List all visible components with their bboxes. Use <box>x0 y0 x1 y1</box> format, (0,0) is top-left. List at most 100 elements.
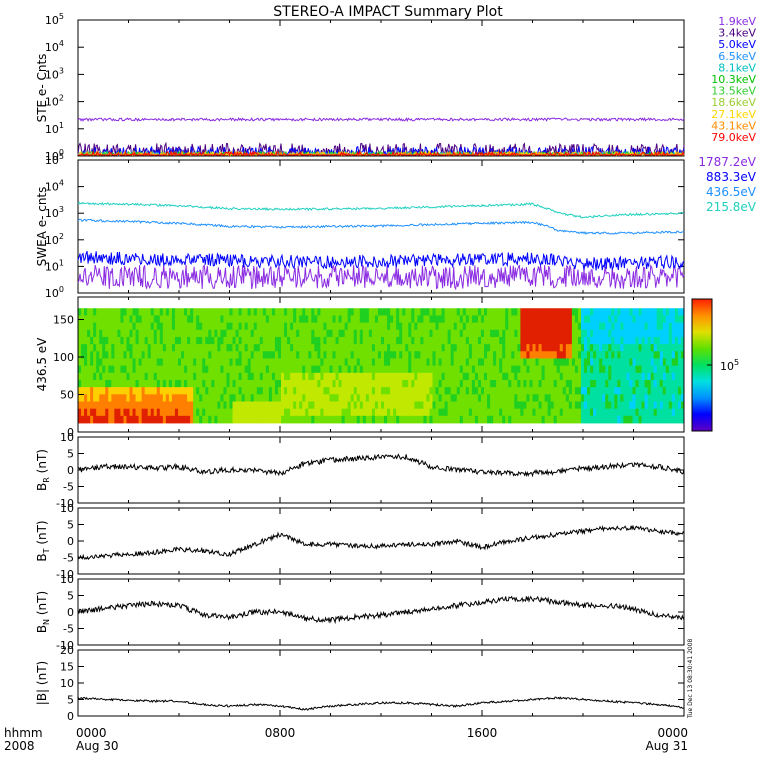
pad-heatmap-cell <box>532 329 536 338</box>
pad-heatmap-cell <box>365 344 370 352</box>
pad-heatmap-cell <box>144 415 149 424</box>
pad-heatmap-cell <box>505 408 509 417</box>
pad-heatmap-cell <box>377 387 382 395</box>
pad-heatmap-cell <box>374 401 379 410</box>
pad-heatmap-cell <box>259 329 264 338</box>
pad-heatmap-cell <box>665 408 670 417</box>
pad-heatmap-cell <box>577 322 582 331</box>
pad-heatmap-cell <box>274 336 279 345</box>
pad-heatmap-cell <box>187 372 191 381</box>
pad-heatmap-cell <box>299 358 303 367</box>
bt-line <box>77 525 685 560</box>
pad-heatmap-cell <box>544 394 549 402</box>
pad-heatmap-cell <box>441 372 446 381</box>
bn-ytick-label: 10 <box>60 573 74 586</box>
pad-heatmap-cell <box>423 379 427 388</box>
pad-heatmap-cell <box>632 415 636 424</box>
pad-heatmap-cell <box>102 351 106 359</box>
pad-heatmap-cell <box>356 394 361 402</box>
pad-heatmap-cell <box>474 336 479 345</box>
pad-heatmap-cell <box>584 351 588 359</box>
pad-heatmap-cell <box>574 351 579 359</box>
pad-heatmap-cell <box>635 415 639 424</box>
pad-heatmap-cell <box>162 344 167 352</box>
pad-heatmap-cell <box>593 358 597 367</box>
pad-heatmap-cell <box>374 372 379 381</box>
pad-heatmap-cell <box>396 365 400 374</box>
pad-heatmap-cell <box>141 372 146 381</box>
pad-heatmap-cell <box>493 344 497 352</box>
pad-heatmap-cell <box>302 415 306 424</box>
pad-heatmap-cell <box>550 322 555 331</box>
pad-heatmap-cell <box>105 401 109 410</box>
pad-heatmap-cell <box>623 408 627 417</box>
pad-heatmap-cell <box>641 322 646 331</box>
pad-heatmap-cell <box>341 372 346 381</box>
pad-heatmap-cell <box>565 415 570 424</box>
pad-heatmap-cell <box>353 351 358 359</box>
pad-heatmap-cell <box>423 365 427 374</box>
pad-heatmap-cell <box>577 408 582 417</box>
pad-heatmap-cell <box>496 344 500 352</box>
pad-heatmap-cell <box>232 308 236 316</box>
pad-heatmap-cell <box>571 322 576 331</box>
pad-heatmap-cell <box>396 394 400 402</box>
pad-heatmap-cell <box>305 336 309 345</box>
pad-heatmap-cell <box>329 329 333 338</box>
pad-heatmap-cell <box>562 358 567 367</box>
pad-heatmap-cell <box>159 408 164 417</box>
pad-heatmap-cell <box>465 379 470 388</box>
pad-heatmap-cell <box>284 329 288 338</box>
pad-heatmap-cell <box>353 329 358 338</box>
pad-heatmap-cell <box>462 351 467 359</box>
pad-heatmap-cell <box>629 315 633 323</box>
pad-heatmap-cell <box>147 315 152 323</box>
pad-heatmap-cell <box>438 322 442 331</box>
pad-heatmap-cell <box>635 365 639 374</box>
pad-heatmap-cell <box>490 351 494 359</box>
pad-heatmap-cell <box>559 408 564 417</box>
pad-heatmap-cell <box>559 372 564 381</box>
pad-heatmap-cell <box>338 372 343 381</box>
pad-heatmap-cell <box>502 408 506 417</box>
pad-heatmap-cell <box>520 387 524 395</box>
pad-heatmap-cell <box>153 344 158 352</box>
pad-heatmap-cell <box>332 351 336 359</box>
pad-heatmap-cell <box>320 415 324 424</box>
pad-heatmap-cell <box>408 358 412 367</box>
pad-heatmap-cell <box>120 322 124 331</box>
pad-heatmap-cell <box>308 344 312 352</box>
pad-heatmap-cell <box>505 394 509 402</box>
pad-heatmap-cell <box>611 308 615 316</box>
pad-heatmap-cell <box>368 351 373 359</box>
pad-heatmap-cell <box>120 408 124 417</box>
pad-heatmap-cell <box>271 415 276 424</box>
pad-heatmap-cell <box>532 336 536 345</box>
pad-heatmap-cell <box>420 351 424 359</box>
pad-heatmap-cell <box>559 351 564 359</box>
pad-heatmap-cell <box>644 372 649 381</box>
pad-heatmap-cell <box>384 351 388 359</box>
pad-heatmap-cell <box>471 351 476 359</box>
pad-heatmap-cell <box>90 415 94 424</box>
bmag-ytick-label: 15 <box>60 661 74 674</box>
pad-heatmap-cell <box>614 387 618 395</box>
bmag-line <box>77 696 685 711</box>
pad-heatmap-cell <box>571 315 576 323</box>
pad-heatmap-cell <box>274 387 279 395</box>
pad-heatmap-cell <box>402 336 406 345</box>
pad-heatmap-cell <box>338 365 343 374</box>
pad-heatmap-cell <box>608 315 612 323</box>
pad-heatmap-cell <box>238 329 243 338</box>
pad-heatmap-cell <box>153 322 158 331</box>
pad-heatmap-cell <box>259 394 264 402</box>
pad-heatmap-cell <box>393 308 397 316</box>
pad-heatmap-cell <box>217 365 221 374</box>
pad-heatmap-cell <box>477 358 482 367</box>
pad-heatmap-cell <box>635 408 639 417</box>
pad-heatmap-cell <box>602 329 606 338</box>
pad-heatmap-cell <box>177 308 182 316</box>
pad-heatmap-cell <box>114 408 118 417</box>
pad-heatmap-cell <box>465 415 470 424</box>
pad-heatmap-cell <box>193 408 197 417</box>
